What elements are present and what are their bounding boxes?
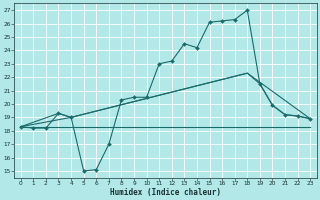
X-axis label: Humidex (Indice chaleur): Humidex (Indice chaleur) (110, 188, 221, 197)
